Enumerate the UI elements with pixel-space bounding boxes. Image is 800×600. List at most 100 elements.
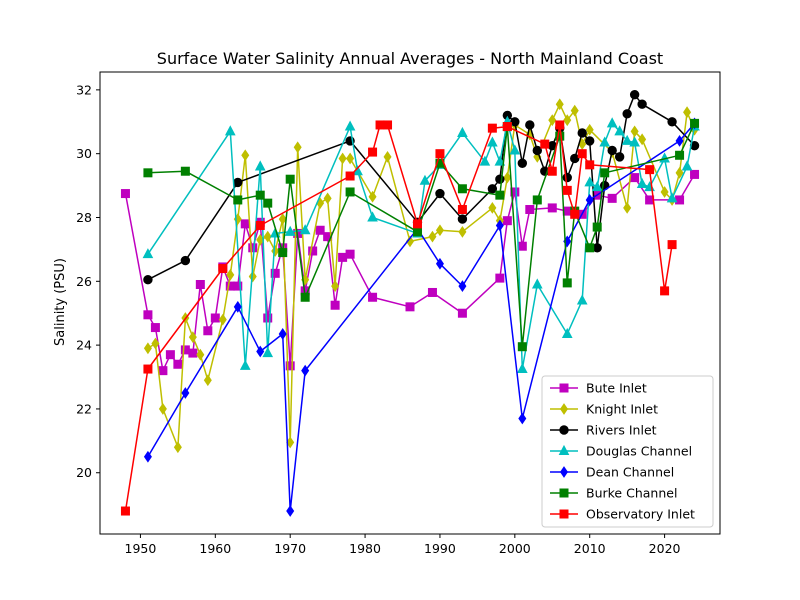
- data-point-bute-inlet: [188, 348, 198, 358]
- data-point-burke-channel: [690, 118, 700, 128]
- series-observatory-inlet: [120, 120, 677, 516]
- data-point-knight-inlet: [143, 342, 152, 355]
- data-point-rivers-inlet: [570, 153, 580, 164]
- data-point-rivers-inlet: [667, 117, 677, 127]
- data-point-observatory-inlet: [218, 264, 228, 274]
- data-point-knight-inlet: [241, 149, 250, 162]
- data-point-rivers-inlet: [457, 214, 468, 224]
- data-point-rivers-inlet: [510, 117, 520, 127]
- data-point-rivers-inlet: [143, 275, 153, 285]
- legend-box: [541, 375, 714, 528]
- data-point-bute-inlet: [405, 302, 415, 312]
- data-point-knight-inlet: [660, 186, 669, 198]
- data-point-douglas-channel: [142, 248, 154, 259]
- data-point-knight-inlet: [503, 171, 512, 184]
- data-point-dean-channel: [278, 328, 287, 340]
- data-point-douglas-channel: [636, 177, 648, 188]
- legend-swatch-marker: [559, 403, 569, 415]
- data-point-douglas-channel: [419, 174, 431, 185]
- data-point-bute-inlet: [495, 273, 505, 283]
- data-point-knight-inlet: [188, 331, 197, 344]
- data-point-burke-channel: [263, 198, 273, 208]
- data-point-dean-channel: [233, 300, 242, 313]
- data-point-bute-inlet: [240, 219, 250, 229]
- data-point-bute-inlet: [330, 300, 340, 310]
- data-point-rivers-inlet: [637, 99, 647, 109]
- data-point-knight-inlet: [405, 235, 415, 248]
- data-point-observatory-inlet: [120, 506, 130, 516]
- series-layer: [120, 89, 700, 517]
- data-point-rivers-inlet: [607, 145, 617, 156]
- data-point-bute-inlet: [630, 173, 640, 183]
- data-point-observatory-inlet: [570, 209, 580, 219]
- data-point-observatory-inlet: [540, 139, 550, 149]
- data-point-rivers-inlet: [532, 145, 542, 156]
- data-point-bute-inlet: [368, 292, 378, 302]
- data-point-burke-channel: [532, 195, 542, 205]
- axes-frame: [99, 71, 721, 535]
- data-point-burke-channel: [675, 150, 685, 160]
- data-point-knight-inlet: [368, 190, 377, 203]
- data-point-knight-inlet: [683, 106, 692, 119]
- y-tick-label: 28: [76, 210, 92, 225]
- data-point-knight-inlet: [196, 348, 205, 361]
- x-tick-label: 1980: [349, 541, 381, 556]
- data-point-bute-inlet: [285, 361, 295, 371]
- data-point-knight-inlet: [226, 269, 235, 281]
- data-point-dean-channel: [518, 412, 527, 425]
- data-point-douglas-channel: [254, 160, 266, 171]
- data-point-observatory-inlet: [345, 171, 355, 181]
- data-point-douglas-channel: [621, 134, 633, 145]
- data-point-dean-channel: [256, 345, 265, 358]
- data-point-burke-channel: [233, 195, 243, 205]
- data-point-rivers-inlet: [614, 152, 625, 162]
- data-point-knight-inlet: [203, 374, 212, 387]
- data-point-dean-channel: [143, 450, 152, 463]
- data-point-knight-inlet: [555, 98, 564, 111]
- data-point-bute-inlet: [263, 313, 273, 323]
- data-point-dean-channel: [585, 194, 594, 206]
- data-point-rivers-inlet: [622, 109, 632, 119]
- data-point-douglas-channel: [561, 327, 573, 338]
- data-point-knight-inlet: [346, 152, 355, 165]
- data-point-bute-inlet: [315, 225, 325, 235]
- data-point-observatory-inlet: [487, 123, 497, 133]
- legend-item-rivers-inlet: Rivers Inlet: [550, 423, 657, 438]
- legend: Bute Inlet Knight Inlet Rivers Inlet Dougla…: [541, 375, 714, 528]
- data-point-bute-inlet: [120, 189, 130, 199]
- data-point-bute-inlet: [427, 287, 437, 297]
- data-point-douglas-channel: [666, 192, 678, 203]
- data-point-bute-inlet: [150, 323, 160, 333]
- data-point-dean-channel: [286, 505, 295, 517]
- data-point-douglas-channel: [487, 136, 498, 147]
- chart-title: Surface Water Salinity Annual Averages -…: [157, 49, 663, 68]
- y-axis-label: Salinity (PSU): [53, 258, 68, 346]
- legend-swatch-marker: [558, 444, 570, 455]
- data-point-rivers-inlet: [435, 188, 445, 199]
- y-tick-label: 20: [76, 465, 92, 480]
- data-point-rivers-inlet: [495, 174, 505, 184]
- legend-item-observatory-inlet: Observatory Inlet: [550, 507, 695, 522]
- data-point-douglas-channel: [224, 125, 236, 136]
- data-point-bute-inlet: [308, 246, 318, 256]
- data-point-observatory-inlet: [412, 219, 422, 229]
- data-point-knight-inlet: [435, 224, 444, 237]
- data-point-burke-channel: [143, 168, 153, 178]
- x-tick-label: 1960: [199, 541, 231, 556]
- data-point-knight-inlet: [218, 313, 227, 326]
- data-point-knight-inlet: [278, 213, 287, 225]
- data-point-observatory-inlet: [502, 122, 512, 132]
- data-point-observatory-inlet: [255, 220, 265, 230]
- data-point-knight-inlet: [173, 441, 182, 454]
- data-point-dean-channel: [495, 219, 504, 232]
- y-tick-label: 32: [76, 82, 92, 97]
- data-point-burke-channel: [412, 227, 422, 237]
- y-tick-label: 30: [76, 146, 92, 161]
- x-tick-label: 2020: [649, 541, 681, 556]
- data-point-knight-inlet: [263, 230, 272, 243]
- x-tick-label: 2000: [499, 541, 531, 556]
- data-point-douglas-channel: [494, 155, 506, 166]
- data-point-bute-inlet: [203, 326, 213, 336]
- data-point-knight-inlet: [338, 152, 347, 165]
- legend-item-douglas-channel: Douglas Channel: [550, 444, 692, 459]
